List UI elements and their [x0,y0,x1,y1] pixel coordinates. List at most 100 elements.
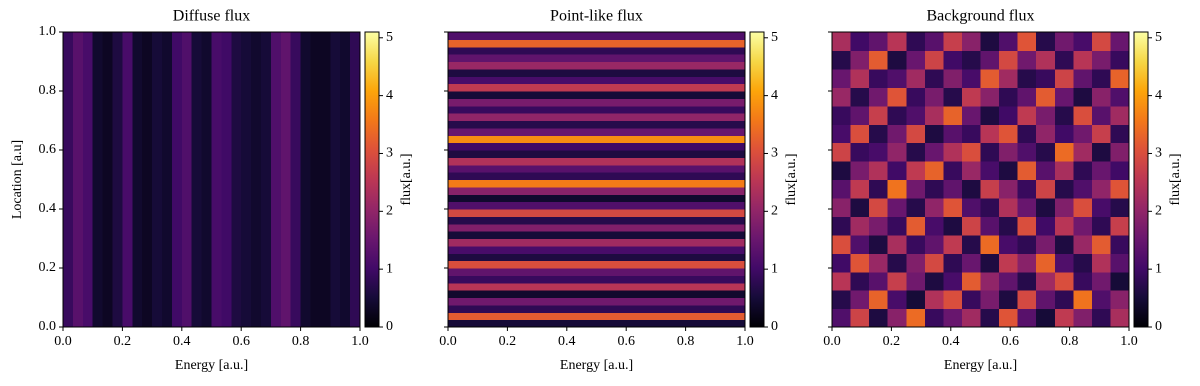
heatmap-cell [1073,271,1093,291]
heatmap-cell [1017,32,1037,52]
heatmap-cell [924,253,944,273]
heatmap-cell [102,32,114,328]
heatmap-cell [1017,234,1037,254]
heatmap-cell [999,197,1019,217]
heatmap-cell [869,32,889,52]
heatmap-cell [448,223,746,232]
x-tick-label: 0.4 [173,334,191,349]
heatmap-cell [850,290,870,310]
heatmap-cell [448,135,746,144]
y-tick-label: 0.6 [39,142,57,157]
plot-frame [447,31,746,328]
heatmap-cell [961,32,982,52]
heatmap-cell [1091,216,1112,236]
heatmap-cell [850,87,870,107]
y-tick-label: 0.0 [39,319,57,334]
heatmap-cell [850,105,870,125]
heatmap-cell [1054,105,1074,125]
colorbar [364,31,380,328]
heatmap-cell [1091,50,1112,70]
heatmap-cell [1017,142,1037,162]
x-axis-label: Energy [a.u.] [175,358,248,373]
heatmap-cell [1054,161,1074,181]
heatmap-cell [943,179,963,199]
heatmap-cell [906,50,926,70]
heatmap-cell [1073,179,1093,199]
heatmap-cell [448,216,746,225]
heatmap-cell [832,124,852,144]
heatmap-cell [1110,253,1130,273]
heatmap-cell [999,142,1019,162]
heatmap-cell [999,253,1019,273]
heatmap-cell [1017,290,1037,310]
heatmap-cell [1091,234,1112,254]
y-tick-label: 0.2 [39,260,57,275]
heatmap-cell [943,124,963,144]
colorbar-tick-label: 2 [1155,204,1162,219]
heatmap-cell [850,50,870,70]
heatmap-cell [999,308,1019,328]
heatmap-cell [448,275,746,284]
heatmap-cell [869,271,889,291]
heatmap-cell [1036,87,1056,107]
colorbar-tick-label: 4 [1155,88,1162,103]
heatmap-cell [832,216,852,236]
heatmap-cell [1091,197,1112,217]
heatmap-cell [1110,290,1130,310]
heatmap-cell [448,282,746,291]
heatmap-cell [1073,253,1093,273]
heatmap-cell [112,32,123,328]
heatmap-cell [999,234,1019,254]
heatmap-cell [999,87,1019,107]
x-tick-label: 0.8 [677,334,695,349]
heatmap-cell [448,32,746,40]
heatmap-cell [869,216,889,236]
heatmap-cell [310,32,321,328]
heatmap-cell [887,161,907,181]
heatmap-cell [943,142,963,162]
x-tick-label: 0.6 [617,334,635,349]
heatmap-cell [448,98,746,107]
heatmap-cell [906,308,926,328]
heatmap-cell [340,32,351,328]
heatmap-cell [887,105,907,125]
heatmap-cell [350,32,361,328]
heatmap-cell [980,234,1000,254]
heatmap-cell [980,197,1000,217]
heatmap-cell [1110,142,1130,162]
heatmap-cell [1036,290,1056,310]
x-tick-label: 0.4 [558,334,576,349]
heatmap-cell [448,113,746,122]
heatmap-cell [887,142,907,162]
heatmap-cell [869,161,889,181]
heatmap-cell [1091,32,1112,52]
heatmap-cell [1054,234,1074,254]
colorbar-label: flux[a.u.] [784,153,799,205]
heatmap-cell [1073,87,1093,107]
heatmap-cell [924,142,944,162]
heatmap-cell [448,245,746,254]
x-tick-label: 0.8 [1061,334,1079,349]
heatmap-cell [887,50,907,70]
heatmap-cell [241,32,252,328]
heatmap-cell [980,179,1000,199]
heatmap-cell [906,290,926,310]
chart-title: Diffuse flux [173,8,250,25]
heatmap-cell [448,209,746,217]
heatmap-cell [1110,161,1130,181]
heatmap-cell [999,124,1019,144]
heatmap-cell [448,150,746,158]
heatmap-cell [1036,161,1056,181]
heatmap-cell [980,87,1000,107]
heatmap-cell [1054,308,1074,328]
heatmap-cell [980,68,1000,88]
heatmap-cell [832,253,852,273]
heatmap-cell [448,127,746,136]
colorbar-tick-label: 1 [771,261,778,276]
heatmap-cell [1017,87,1037,107]
heatmap-cell [832,308,852,328]
heatmap-cell [961,271,982,291]
heatmap-cell [1110,50,1130,70]
heatmap-cell [1017,105,1037,125]
heatmap-cell [924,290,944,310]
